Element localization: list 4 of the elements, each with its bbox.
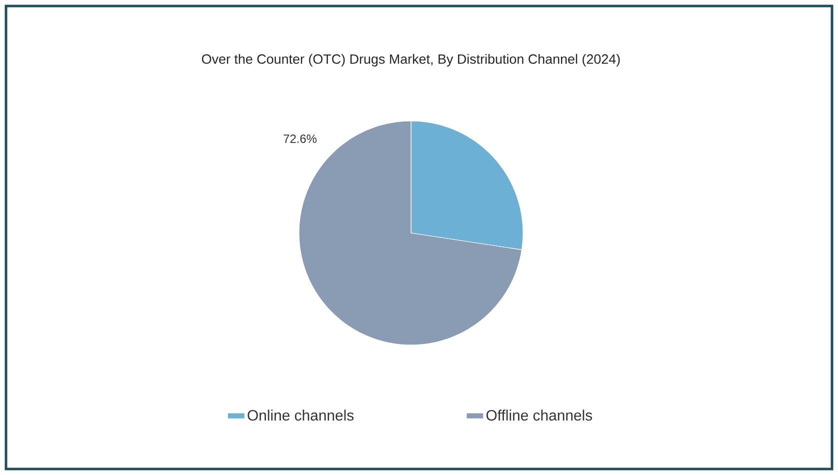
legend-label: Online channels — [248, 410, 354, 421]
legend-label: Offline channels — [486, 410, 592, 421]
data-label: 72.6% — [284, 134, 317, 143]
chart-title: Over the Counter (OTC) Drugs Market, By Distribution Channel (2024) — [202, 54, 620, 66]
